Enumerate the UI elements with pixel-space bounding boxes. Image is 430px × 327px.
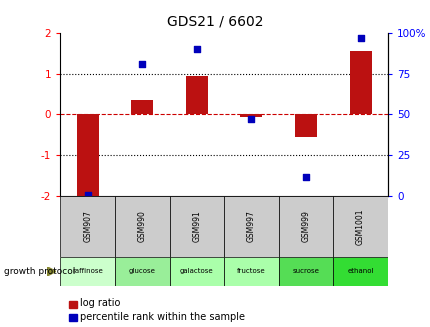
- Bar: [60, 196, 115, 257]
- Bar: [131, 100, 153, 114]
- Bar: [185, 77, 207, 114]
- Text: galactose: galactose: [180, 268, 213, 274]
- Point: [138, 61, 145, 66]
- Text: GSM990: GSM990: [138, 211, 146, 242]
- Point: [356, 35, 363, 40]
- Text: GSM999: GSM999: [301, 211, 310, 242]
- Bar: [77, 114, 98, 198]
- Bar: [278, 257, 332, 286]
- Text: GSM997: GSM997: [246, 211, 255, 242]
- Text: GSM1001: GSM1001: [355, 208, 364, 245]
- Bar: [332, 257, 387, 286]
- Point: [247, 117, 254, 122]
- Bar: [115, 257, 169, 286]
- Text: GSM907: GSM907: [83, 211, 92, 242]
- Text: GSM991: GSM991: [192, 211, 201, 242]
- Text: GDS21 / 6602: GDS21 / 6602: [167, 15, 263, 29]
- Bar: [169, 257, 224, 286]
- Polygon shape: [46, 267, 56, 276]
- Text: glucose: glucose: [129, 268, 155, 274]
- Bar: [349, 51, 371, 114]
- Bar: [278, 196, 332, 257]
- Text: ethanol: ethanol: [347, 268, 373, 274]
- Bar: [240, 114, 262, 117]
- Text: fructose: fructose: [237, 268, 265, 274]
- Point: [193, 46, 200, 52]
- Bar: [169, 196, 224, 257]
- Bar: [115, 196, 169, 257]
- Text: sucrose: sucrose: [292, 268, 319, 274]
- Bar: [224, 257, 278, 286]
- Bar: [224, 196, 278, 257]
- Text: raffinose: raffinose: [72, 268, 103, 274]
- Point: [302, 174, 309, 179]
- Bar: [295, 114, 316, 137]
- Bar: [332, 196, 387, 257]
- Point: [84, 192, 91, 197]
- Text: log ratio: log ratio: [80, 299, 120, 308]
- Text: percentile rank within the sample: percentile rank within the sample: [80, 312, 244, 321]
- Text: growth protocol: growth protocol: [4, 267, 76, 276]
- Bar: [60, 257, 115, 286]
